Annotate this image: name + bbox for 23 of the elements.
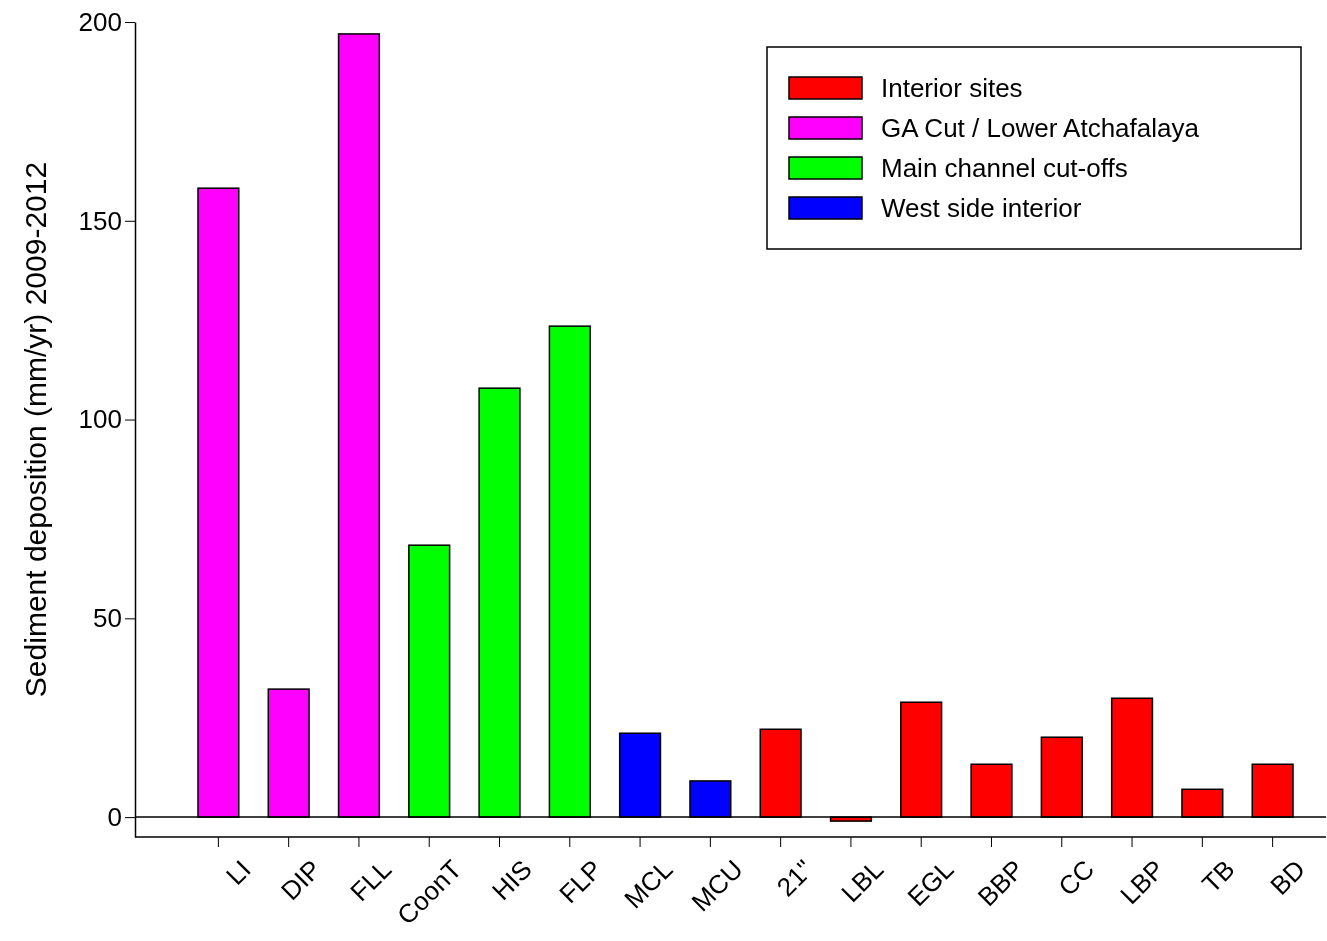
x-tick-label: CC [1052,854,1101,902]
x-tick-label: 21" [770,854,819,903]
x-tick-label: EGL [901,854,960,913]
y-tick-label: 50 [93,603,122,634]
legend-label: Interior sites [881,73,1023,104]
x-tick-label: FLP [553,854,609,910]
x-tick-label: HIS [485,854,538,906]
legend-label: West side interior [881,193,1082,224]
legend-label: Main channel cut-offs [881,153,1128,184]
x-tick-label: DIP [275,854,327,906]
y-axis-title: Sediment deposition (mm/yr) 2009-2012 [19,161,52,698]
x-tick-label: LBL [835,854,890,909]
legend-label: GA Cut / Lower Atchafalaya [881,113,1200,144]
y-tick-label: 200 [78,6,122,37]
x-tick-label: BD [1264,854,1311,901]
x-tick-label: TB [1195,854,1241,899]
x-tick-label: LBP [1114,854,1171,911]
x-tick-label: FLL [344,854,398,907]
y-tick-label: 0 [107,801,122,832]
y-tick-label: 150 [78,205,122,236]
x-tick-label: LI [220,854,257,891]
y-tick-label: 100 [78,404,122,435]
x-tick-label: MCL [618,854,679,915]
